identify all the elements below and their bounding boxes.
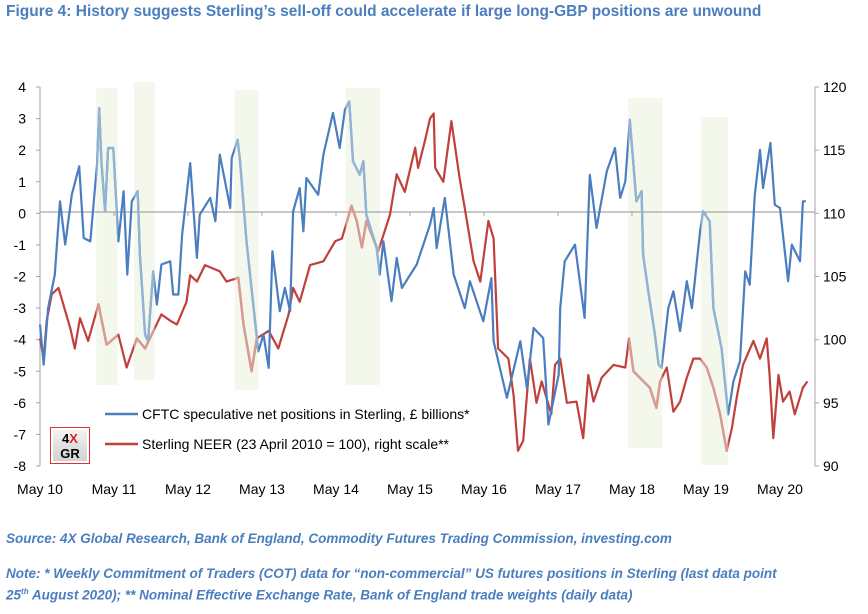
left-tick-label: -3 xyxy=(14,300,27,316)
left-tick-label: -4 xyxy=(14,332,27,348)
footnote-sup: th xyxy=(21,587,29,596)
x-tick-label: May 17 xyxy=(535,481,581,497)
left-tick-label: -2 xyxy=(14,269,27,285)
source-note: Source: 4X Global Research, Bank of Engl… xyxy=(6,531,672,546)
logo-text-4: 4 xyxy=(62,431,70,446)
right-tick-label: 120 xyxy=(823,79,847,95)
x-tick-label: May 11 xyxy=(92,481,137,497)
left-tick-label: 2 xyxy=(18,142,26,158)
left-tick-label: -1 xyxy=(14,237,27,253)
legend: CFTC speculative net positions in Sterli… xyxy=(105,406,470,452)
right-tick-label: 90 xyxy=(823,458,839,474)
x-tick-label: May 10 xyxy=(17,481,63,497)
footnote-line-2: 25th August 2020); ** Nominal Effective … xyxy=(6,587,632,603)
logo-text-gr: GR xyxy=(60,446,80,461)
x-tick-label: May 14 xyxy=(313,481,359,497)
axis-ticks: 4 3 2 1 0 -1 -2 -3 -4 -5 -6 -7 -8 120 115 110 105 100 95 90… xyxy=(14,79,847,497)
left-tick-label: -5 xyxy=(14,363,27,379)
left-tick-label: 0 xyxy=(18,205,26,221)
x-tick-label: May 16 xyxy=(461,481,507,497)
x-tick-label: May 12 xyxy=(165,481,211,497)
x-tick-label: May 13 xyxy=(239,481,285,497)
x-tick-label: May 19 xyxy=(683,481,729,497)
series-lines xyxy=(38,100,809,452)
left-tick-label: -6 xyxy=(14,395,27,411)
x-tick-label: May 18 xyxy=(609,481,655,497)
left-tick-label: 1 xyxy=(18,174,26,190)
legend-label-cftc: CFTC speculative net positions in Sterli… xyxy=(142,406,470,422)
logo-text-x: X xyxy=(69,431,78,446)
right-tick-label: 105 xyxy=(823,269,847,285)
footnote-rest: August 2020); ** Nominal Effective Excha… xyxy=(28,587,633,603)
left-tick-label: 4 xyxy=(18,79,26,95)
right-tick-label: 95 xyxy=(823,395,839,411)
right-tick-label: 100 xyxy=(823,332,847,348)
right-tick-label: 110 xyxy=(823,205,846,221)
right-tick-label: 115 xyxy=(823,142,846,158)
figure-title: Figure 4: History suggests Sterling’s se… xyxy=(6,3,762,20)
legend-label-neer: Sterling NEER (23 April 2010 = 100), rig… xyxy=(142,436,450,452)
footnote-line-1: Note: * Weekly Commitment of Traders (CO… xyxy=(6,566,777,581)
left-tick-label: -8 xyxy=(14,458,27,474)
left-tick-label: -7 xyxy=(14,426,27,442)
4xgr-logo: 4X GR xyxy=(50,427,90,464)
footnote-day: 25 xyxy=(6,587,22,603)
left-tick-label: 3 xyxy=(18,111,26,127)
highlight-band xyxy=(700,117,729,465)
x-tick-label: May 20 xyxy=(757,481,803,497)
x-tick-label: May 15 xyxy=(387,481,433,497)
